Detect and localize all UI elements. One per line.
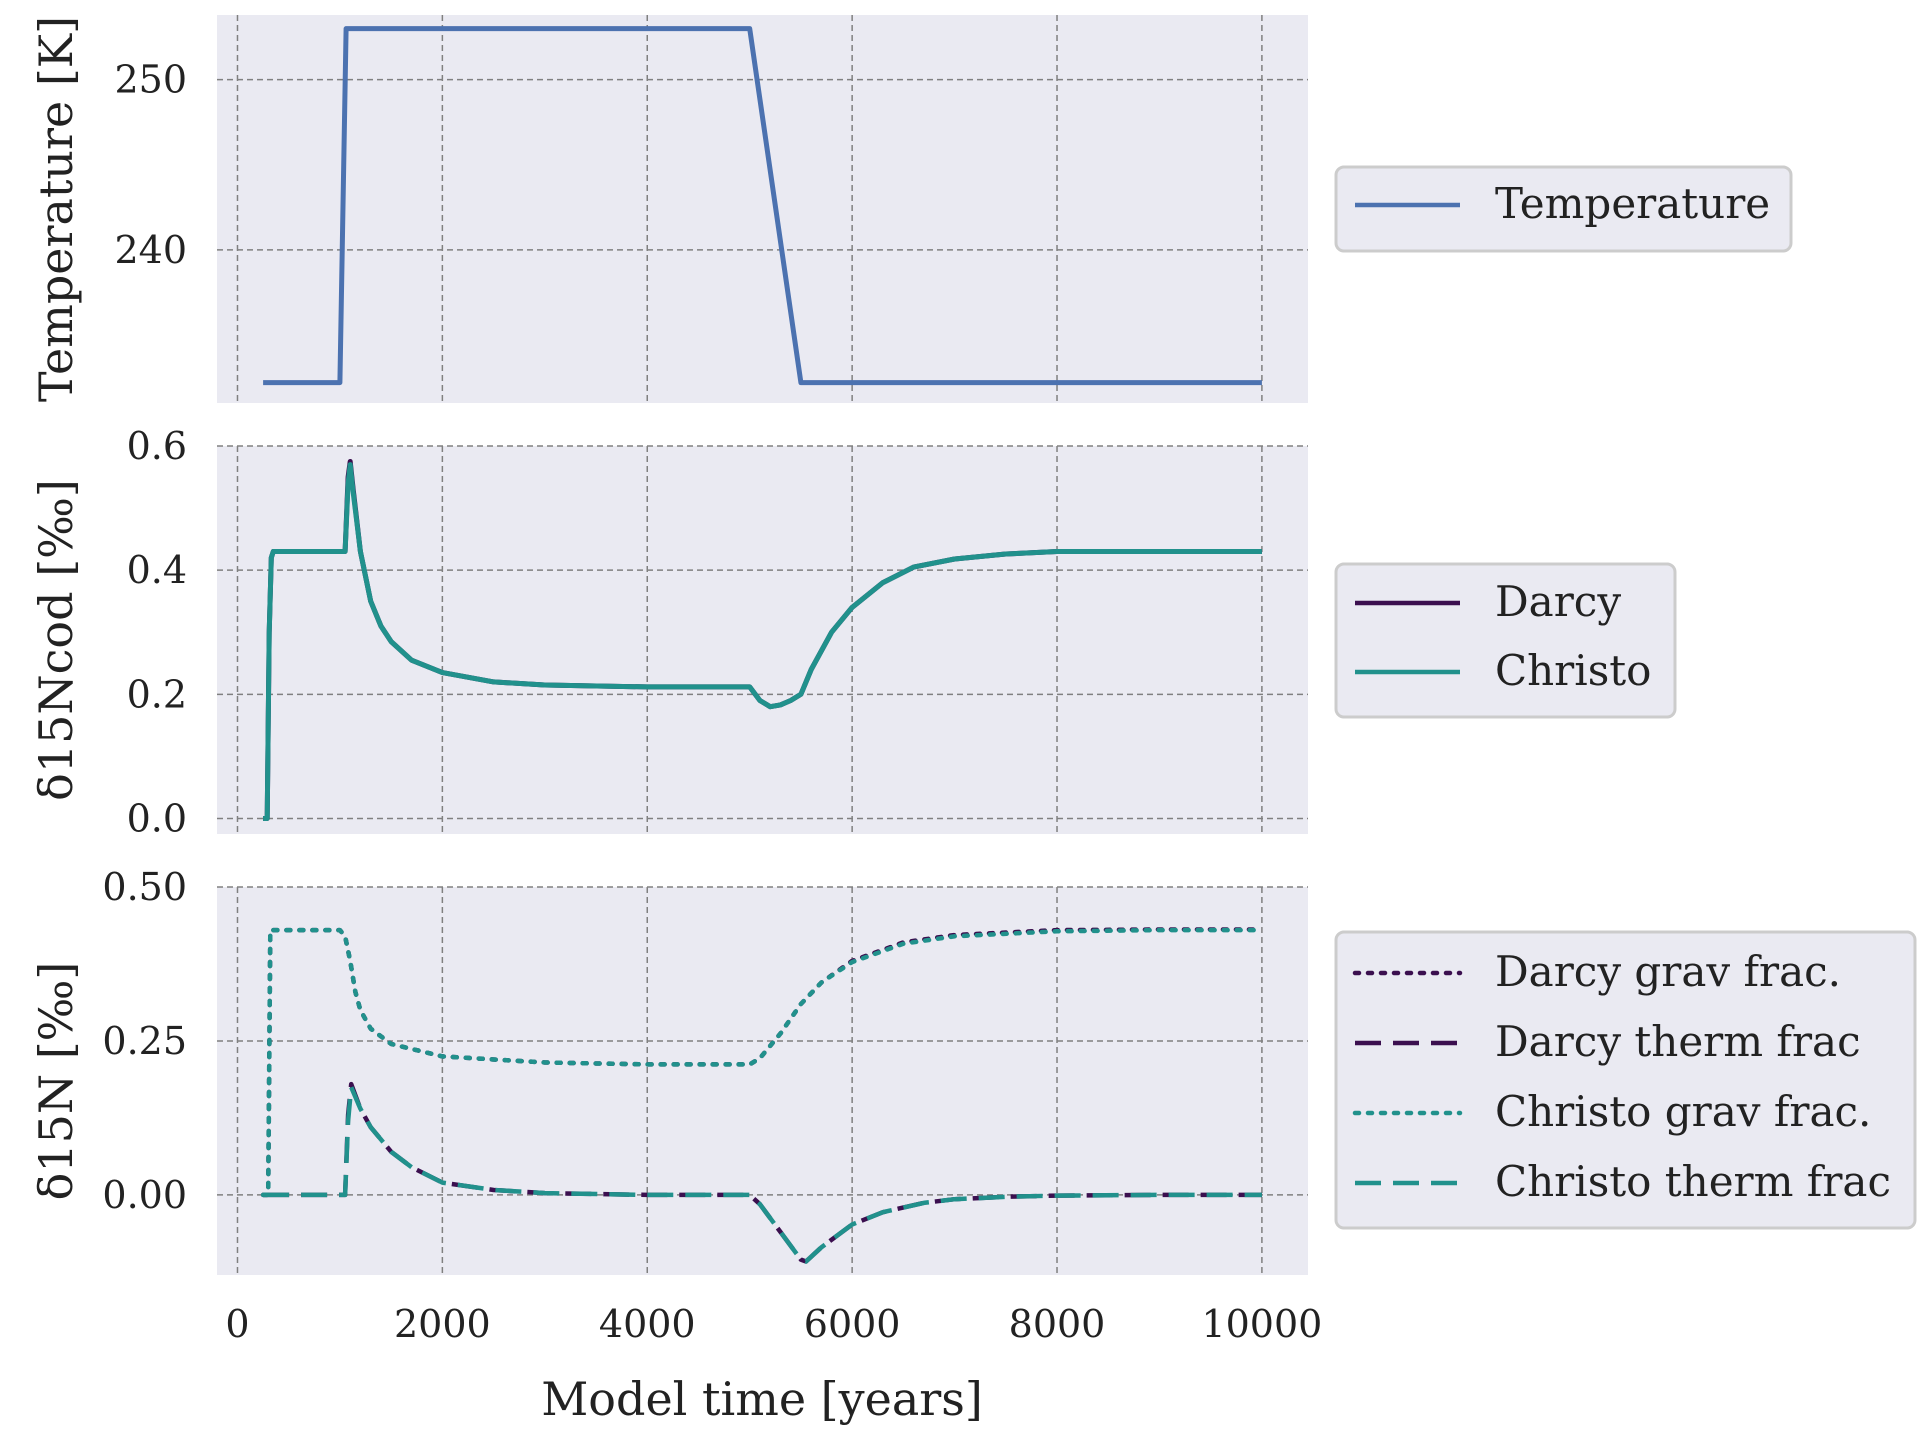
y-tick-label: 0.4	[127, 548, 187, 592]
legend-entry-label: Christo grav frac.	[1495, 1087, 1871, 1136]
x-tick-label: 4000	[599, 1302, 696, 1346]
temperature-y-ticks: 240 250	[114, 58, 187, 272]
series-line-temperature	[263, 26, 1262, 386]
temperature-panel: 240 250 Temperature [K] Temperature	[29, 15, 1793, 403]
y-tick-label: 240	[114, 228, 187, 272]
x-ticks: 0 2000 4000 6000 8000 10000	[225, 1302, 1322, 1346]
d15n-y-axis-label: δ15N [‰]	[29, 962, 83, 1201]
d15ncod-grid	[217, 445, 1308, 834]
y-tick-label: 0.2	[127, 672, 187, 716]
legend-entry-label: Temperature	[1495, 179, 1770, 228]
series-line-christo-grav-frac	[260, 927, 1265, 1198]
x-tick-label: 8000	[1009, 1302, 1106, 1346]
series-line-christo-therm-frac	[263, 1084, 1262, 1264]
d15n-series-group	[260, 927, 1265, 1264]
x-tick-label: 6000	[804, 1302, 901, 1346]
temperature-series-group	[263, 26, 1262, 386]
y-tick-label: 0.0	[127, 796, 187, 840]
d15n-plot-area	[217, 887, 1308, 1275]
y-tick-label: 0.00	[102, 1173, 187, 1217]
temperature-y-axis-label: Temperature [K]	[29, 16, 83, 402]
d15ncod-legend: Darcy Christo	[1334, 562, 1677, 719]
d15ncod-y-axis-label: δ15Ncod [‰]	[29, 479, 83, 801]
d15ncod-series-group	[263, 459, 1262, 821]
d15ncod-panel: 0.0 0.2 0.4 0.6 δ15Ncod [‰] Darcy Christo	[29, 424, 1677, 840]
temperature-legend: Temperature	[1334, 165, 1793, 253]
d15n-y-ticks: 0.00 0.25 0.50	[102, 865, 187, 1217]
legend-entry-label: Darcy therm frac	[1495, 1017, 1861, 1066]
temperature-plot-area	[217, 15, 1308, 403]
legend-box	[1334, 930, 1917, 1230]
d15n-grid	[217, 886, 1308, 1275]
legend-box	[1334, 165, 1793, 253]
y-tick-label: 0.6	[127, 424, 187, 468]
x-axis-label: Model time [years]	[541, 1372, 983, 1426]
x-tick-label: 2000	[394, 1302, 491, 1346]
legend-entry-label: Christo therm frac	[1495, 1157, 1891, 1206]
d15n-legend: Darcy grav frac. Darcy therm frac Christ…	[1334, 930, 1917, 1230]
d15n-panel: 0.00 0.25 0.50 0 2000 4000 6000 8000 10000 δ15N…	[29, 865, 1917, 1426]
x-tick-label: 0	[225, 1302, 249, 1346]
temperature-grid	[217, 15, 1308, 403]
y-tick-label: 0.25	[102, 1019, 187, 1063]
series-line-christo	[263, 462, 1262, 821]
legend-entry-label: Christo	[1495, 646, 1651, 695]
y-tick-label: 0.50	[102, 865, 187, 909]
d15ncod-y-ticks: 0.0 0.2 0.4 0.6	[127, 424, 187, 840]
legend-entry-label: Darcy	[1495, 577, 1621, 626]
x-tick-label: 10000	[1201, 1302, 1322, 1346]
legend-entry-label: Darcy grav frac.	[1495, 947, 1841, 996]
y-tick-label: 250	[114, 58, 187, 102]
d15ncod-plot-area	[217, 446, 1308, 834]
